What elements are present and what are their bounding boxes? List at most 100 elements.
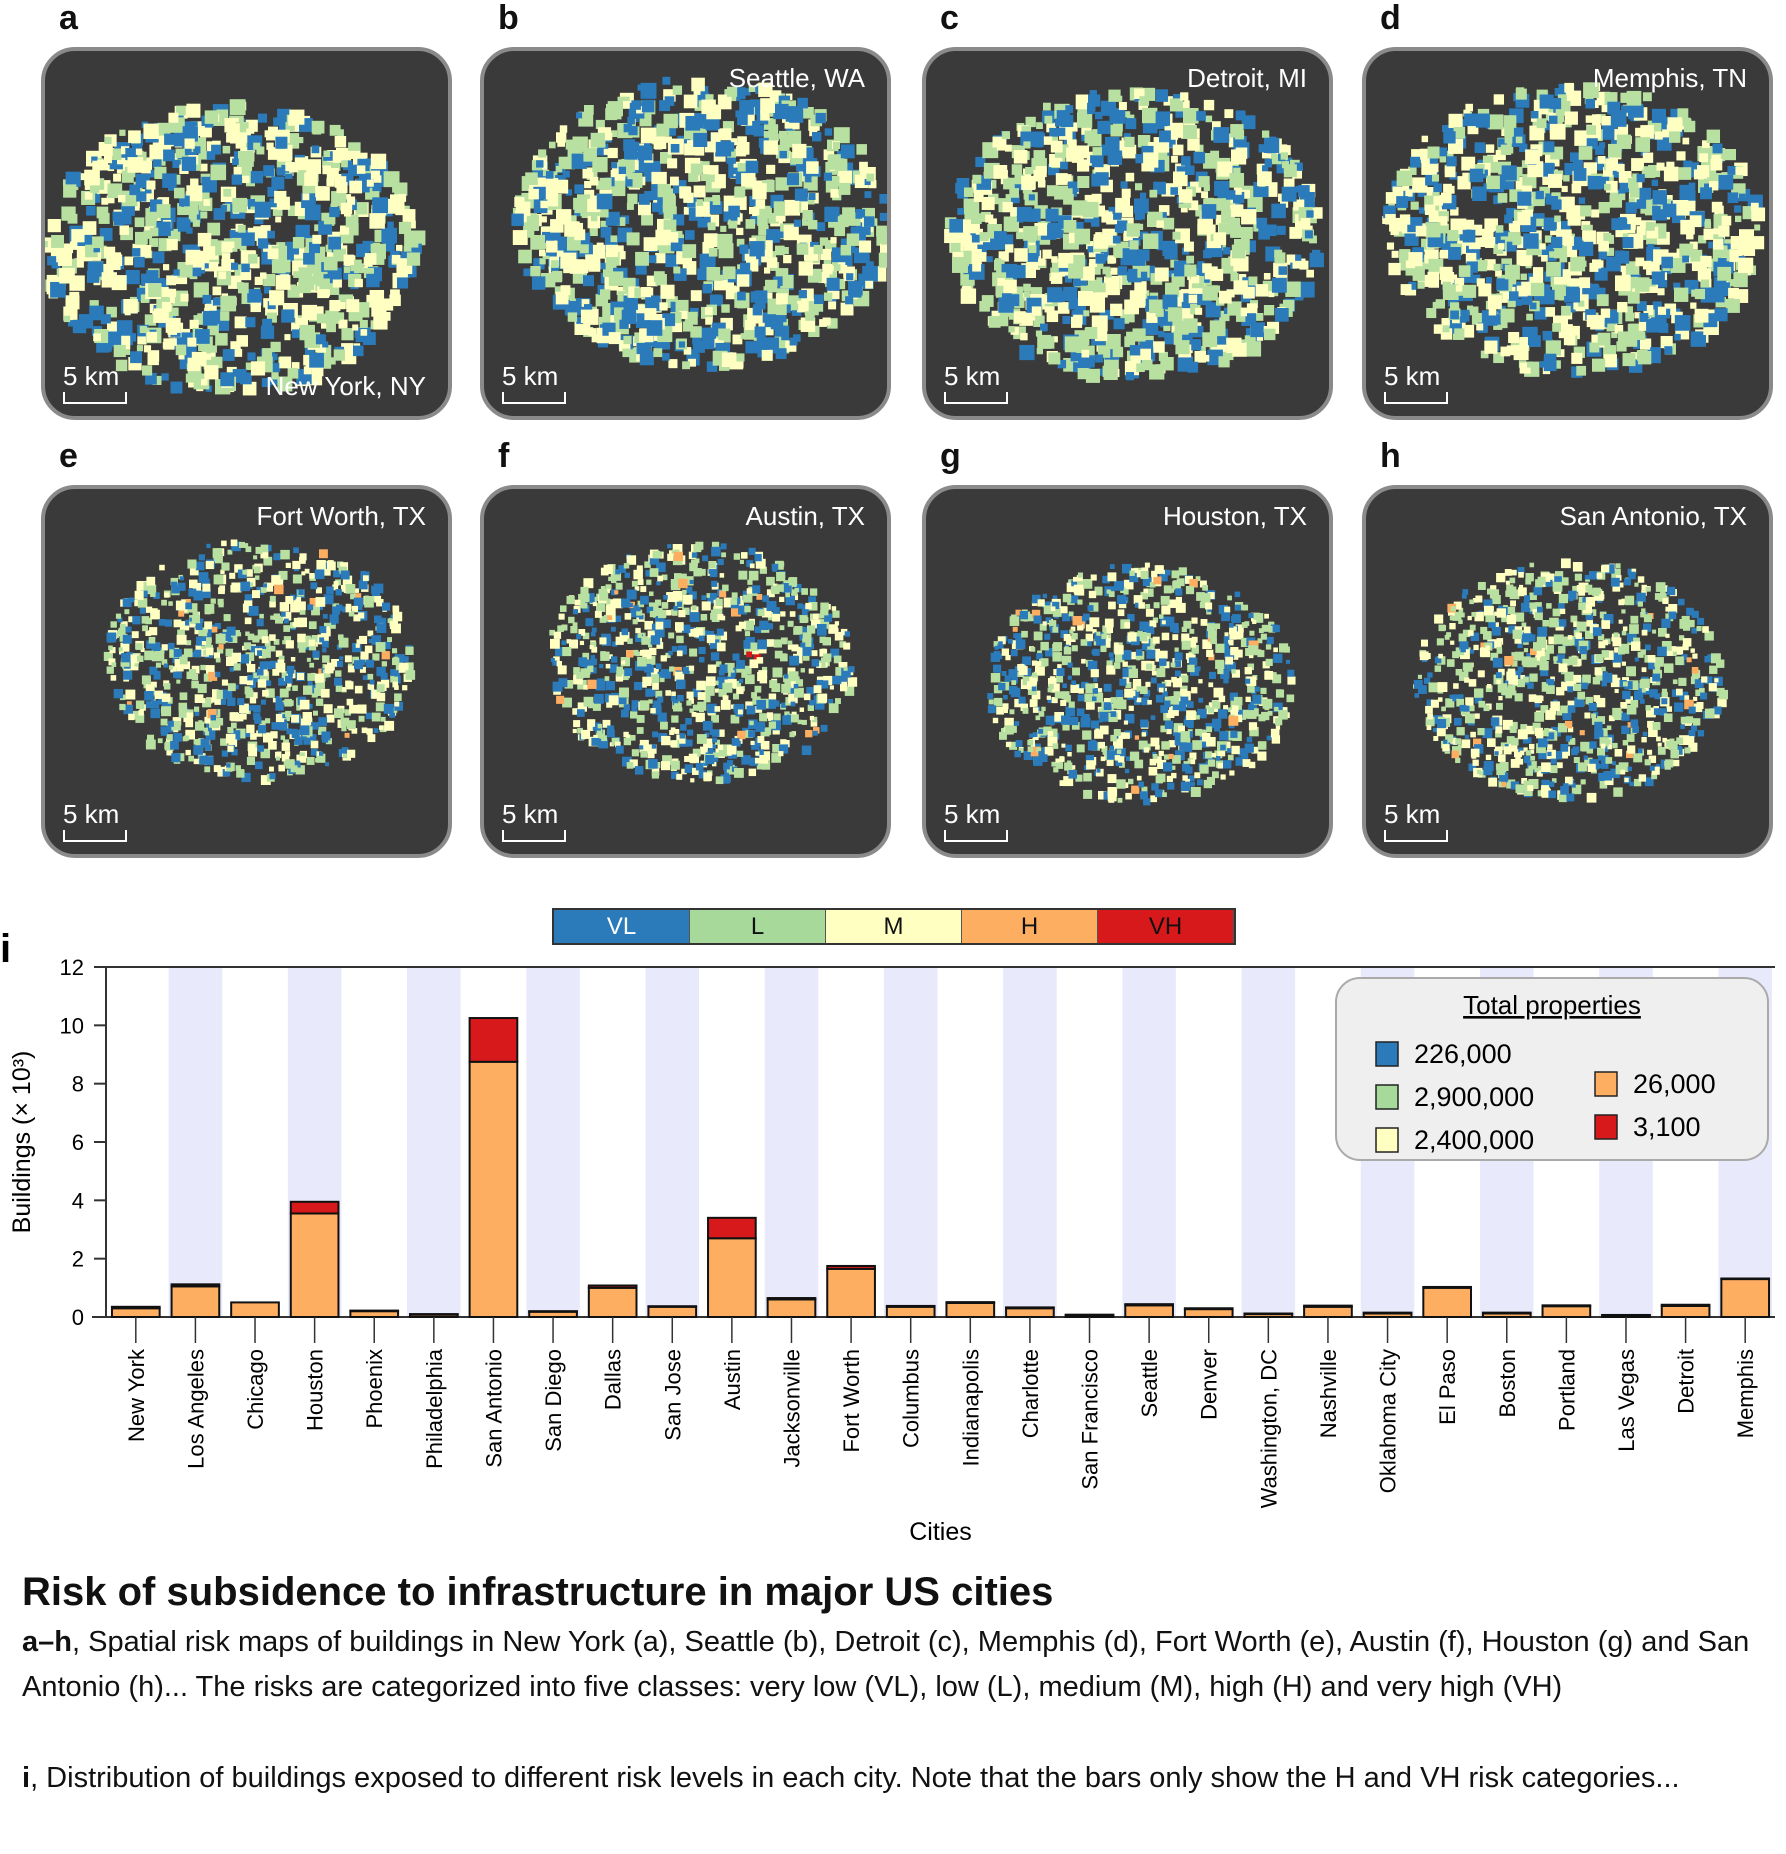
x-tick-label: Indianapolis xyxy=(958,1349,983,1466)
scale-bar-line xyxy=(63,830,127,842)
x-tick-label: Chicago xyxy=(243,1349,268,1430)
scale-bar: 5 km xyxy=(1384,361,1448,404)
bar-vh xyxy=(468,1017,519,1063)
scale-label: 5 km xyxy=(502,799,559,829)
bar-vh xyxy=(1005,1306,1055,1310)
risk-map-h: San Antonio, TX 5 km xyxy=(1362,485,1773,858)
bar-vh xyxy=(170,1283,221,1288)
bar-vh xyxy=(1541,1304,1592,1308)
x-tick-label: Columbus xyxy=(899,1349,924,1448)
x-tick-label: Phoenix xyxy=(362,1349,387,1429)
scale-bar: 5 km xyxy=(63,361,127,404)
bar-h xyxy=(945,1302,996,1318)
scale-bar-line xyxy=(944,830,1008,842)
map-city-label: Fort Worth, TX xyxy=(256,501,426,531)
x-tick-label: Oklahoma City xyxy=(1376,1349,1401,1493)
risk-colorbar: VL L M H VH xyxy=(552,908,1236,945)
risk-map-b: Seattle, WA 5 km xyxy=(480,47,891,420)
caption-i-label: i xyxy=(22,1762,31,1794)
caption-ah-text: , Spatial risk maps of buildings in New … xyxy=(22,1626,1750,1703)
scale-bar: 5 km xyxy=(502,361,566,404)
y-tick-label: 8 xyxy=(72,1072,84,1097)
x-tick-label: Nashville xyxy=(1316,1349,1341,1438)
x-tick-label: Houston xyxy=(303,1349,328,1431)
bar-h xyxy=(468,1060,519,1318)
scale-label: 5 km xyxy=(944,361,1001,391)
x-tick-label: Austin xyxy=(720,1349,745,1410)
scale-label: 5 km xyxy=(1384,799,1441,829)
band-stripe xyxy=(1003,967,1057,1317)
band-stripe xyxy=(526,967,580,1317)
band-stripe xyxy=(883,967,938,1317)
caption-i: i, Distribution of buildings exposed to … xyxy=(22,1756,1762,1801)
bar-vh xyxy=(1243,1312,1294,1316)
bar-vh xyxy=(1422,1285,1473,1289)
scale-label: 5 km xyxy=(502,361,559,391)
legend-value-vl: 226,000 xyxy=(1414,1039,1512,1069)
bar-vh xyxy=(1124,1303,1174,1307)
x-tick-label: Jacksonville xyxy=(779,1349,804,1468)
x-tick-label: Philadelphia xyxy=(422,1348,447,1469)
scale-bar: 5 km xyxy=(63,799,127,842)
bar-h xyxy=(1720,1278,1771,1319)
bar-h xyxy=(707,1237,757,1318)
bar-h xyxy=(885,1305,936,1318)
x-tick-label: Las Vegas xyxy=(1614,1349,1639,1452)
caption-ah: a–h, Spatial risk maps of buildings in N… xyxy=(22,1620,1762,1710)
band-stripe xyxy=(407,967,461,1317)
bar-h xyxy=(766,1298,817,1318)
bar-vh xyxy=(1183,1307,1234,1311)
panel-label-i: i xyxy=(0,930,11,971)
bar-h xyxy=(1124,1304,1174,1319)
bar-h xyxy=(647,1305,698,1318)
colorbar-h: H xyxy=(962,910,1098,943)
panel-label-g: g xyxy=(940,437,961,475)
bar-h xyxy=(1005,1307,1055,1318)
colorbar-vl: VL xyxy=(554,910,690,943)
scale-bar-line xyxy=(502,830,566,842)
panel-label-a: a xyxy=(59,0,78,37)
map-city-label: San Antonio, TX xyxy=(1559,501,1747,531)
scale-label: 5 km xyxy=(63,361,120,391)
bar-vh xyxy=(766,1297,817,1301)
legend-value-h: 26,000 xyxy=(1633,1069,1716,1099)
legend-value-l: 2,900,000 xyxy=(1414,1082,1534,1112)
colorbar-vh: VH xyxy=(1098,910,1234,943)
bar-chart: i 0 2 4 6 8 10 12 Buildings (× 10³) New York Los A… xyxy=(0,930,1775,1546)
x-tick-label: Fort Worth xyxy=(839,1349,864,1453)
band-stripe xyxy=(1122,967,1176,1317)
risk-map-d: Memphis, TN 5 km xyxy=(1362,47,1773,420)
bar-h xyxy=(1660,1304,1711,1318)
scale-bar: 5 km xyxy=(502,799,566,842)
panel-label-h: h xyxy=(1380,437,1401,475)
legend-swatch-h xyxy=(1594,1071,1618,1097)
legend-swatch-vl xyxy=(1375,1041,1399,1067)
band-stripe xyxy=(645,967,700,1317)
legend-value-m: 2,400,000 xyxy=(1414,1125,1534,1155)
map-city-label: New York, NY xyxy=(265,371,426,401)
x-tick-label: Denver xyxy=(1197,1349,1222,1420)
bar-vh xyxy=(1362,1311,1413,1315)
scale-bar-line xyxy=(1384,392,1448,404)
x-tick-label: Washington, DC xyxy=(1256,1349,1281,1508)
risk-map-c: Detroit, MI 5 km xyxy=(922,47,1333,420)
map-city-label: Detroit, MI xyxy=(1187,63,1307,93)
panel-label-b: b xyxy=(498,0,519,37)
y-tick-label: 4 xyxy=(72,1188,84,1213)
x-tick-label: New York xyxy=(124,1348,149,1442)
x-tick-label: Detroit xyxy=(1674,1349,1699,1414)
bar-h xyxy=(1541,1305,1592,1319)
x-tick-label: San Antonio xyxy=(481,1349,506,1468)
bar-h xyxy=(1183,1308,1234,1318)
bar-vh xyxy=(1303,1304,1353,1308)
x-tick-label: San Francisco xyxy=(1078,1349,1103,1490)
bar-h xyxy=(1422,1286,1473,1319)
bar-vh xyxy=(885,1304,936,1308)
panel-label-e: e xyxy=(59,437,78,475)
y-axis-label: Buildings (× 10³) xyxy=(8,1051,36,1234)
scale-bar-line xyxy=(502,392,566,404)
scale-bar: 5 km xyxy=(1384,799,1448,842)
bar-vh xyxy=(1720,1277,1771,1281)
y-tick-label: 6 xyxy=(72,1130,84,1155)
legend-swatch-l xyxy=(1375,1084,1399,1110)
